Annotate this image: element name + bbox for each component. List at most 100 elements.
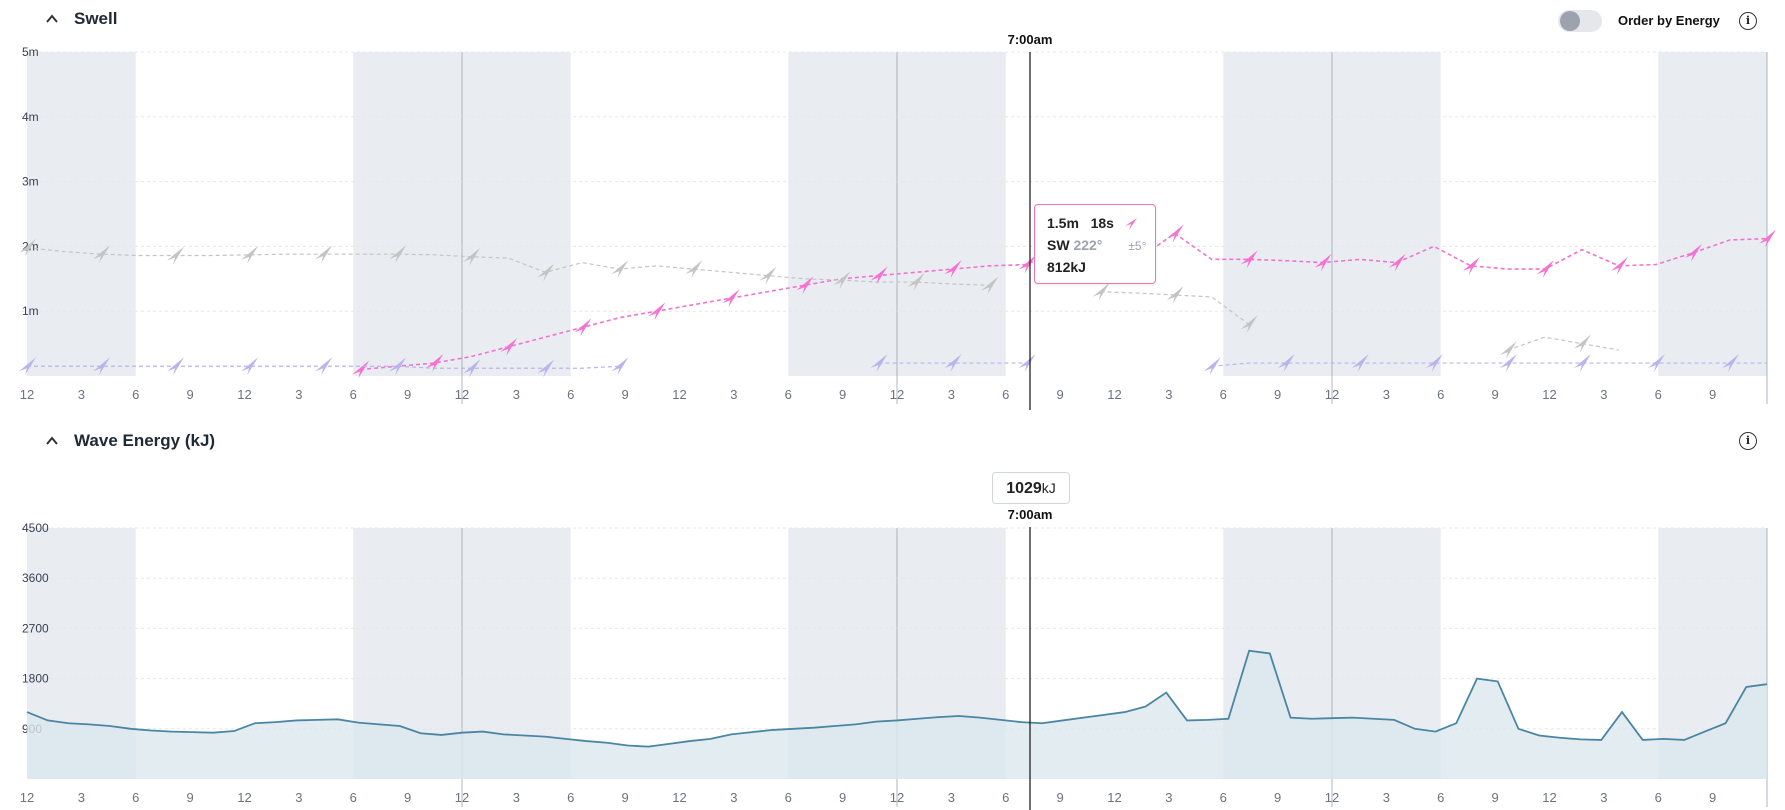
x-tick-label: 6	[785, 790, 792, 805]
swell-header: Swell	[0, 2, 1785, 36]
swell-direction-arrow	[1536, 260, 1554, 279]
x-tick-label: 12	[1107, 387, 1121, 402]
swell-direction-arrow	[426, 354, 444, 373]
x-tick-label: 9	[622, 790, 629, 805]
swell-direction-arrow	[1573, 354, 1591, 373]
x-tick-label: 9	[1274, 790, 1281, 805]
swell-direction-arrow	[167, 357, 185, 376]
chevron-up-icon[interactable]	[45, 12, 59, 26]
swell-direction-arrow	[463, 359, 481, 378]
swell-info-icon[interactable]: i	[1739, 12, 1757, 30]
swell-direction-arrow	[981, 276, 999, 295]
y-tick-label: 4m	[22, 110, 39, 124]
x-tick-label: 9	[622, 387, 629, 402]
x-tick-label: 6	[785, 387, 792, 402]
x-tick-label: 6	[1002, 387, 1009, 402]
current-energy-value: 1029	[1006, 480, 1042, 497]
x-tick-label: 12	[455, 790, 469, 805]
swell-series-line	[1507, 336, 1620, 351]
x-tick-label: 3	[1600, 387, 1607, 402]
x-tick-label: 3	[730, 387, 737, 402]
x-tick-label: 9	[839, 790, 846, 805]
swell-direction-arrow	[352, 360, 370, 379]
swell-direction-arrow	[19, 238, 36, 257]
tooltip-direction: SW	[1047, 237, 1070, 253]
x-tick-label: 6	[1220, 387, 1227, 402]
swell-direction-arrow	[870, 354, 888, 373]
x-tick-label: 6	[567, 387, 574, 402]
x-tick-label: 12	[1325, 790, 1339, 805]
swell-direction-arrow	[389, 245, 407, 264]
swell-series-line	[26, 247, 990, 286]
swell-direction-arrow	[870, 266, 888, 285]
swell-chart: 1m2m3m4m5m 12369123691236912369123691236…	[19, 32, 1776, 410]
swell-direction-arrow	[611, 357, 629, 376]
swell-direction-arrow	[500, 337, 518, 356]
chevron-up-icon[interactable]	[45, 434, 59, 448]
y-tick-label: 1800	[22, 672, 49, 686]
toggle-knob	[1560, 11, 1580, 31]
x-tick-label: 3	[295, 387, 302, 402]
y-tick-label: 2700	[22, 621, 49, 635]
x-tick-label: 12	[890, 387, 904, 402]
night-band	[1658, 52, 1767, 376]
energy-area	[27, 650, 1767, 779]
swell-direction-arrow	[1166, 224, 1184, 243]
swell-tooltip: 1.5m 18s SW 222° ±5° 812kJ	[1034, 204, 1156, 284]
x-tick-label: 3	[1383, 387, 1390, 402]
order-by-energy-toggle[interactable]	[1558, 10, 1602, 32]
swell-direction-arrow	[1203, 357, 1221, 376]
x-tick-label: 9	[187, 790, 194, 805]
tooltip-period: 18s	[1090, 215, 1114, 231]
swell-direction-arrow	[241, 357, 259, 376]
swell-time-label: 7:00am	[1008, 32, 1053, 47]
x-tick-label: 6	[1220, 790, 1227, 805]
swell-direction-arrow	[167, 246, 185, 265]
swell-direction-arrow	[574, 318, 592, 337]
swell-series-line	[1211, 362, 1767, 367]
x-tick-label: 9	[187, 387, 194, 402]
tooltip-degrees: 222°	[1073, 237, 1103, 253]
x-tick-label: 6	[1437, 387, 1444, 402]
swell-direction-arrow	[1277, 354, 1295, 373]
x-tick-label: 9	[404, 790, 411, 805]
swell-direction-arrow	[1462, 256, 1480, 275]
tooltip-height: 1.5m	[1047, 215, 1079, 231]
x-tick-label: 3	[730, 790, 737, 805]
swell-direction-arrow	[1092, 282, 1110, 301]
swell-direction-arrow	[93, 245, 111, 264]
energy-time-label: 7:00am	[1008, 507, 1053, 522]
swell-direction-arrow	[389, 357, 407, 376]
x-tick-label: 3	[513, 387, 520, 402]
energy-chart: 9001800270036004500 12369123691236912369…	[20, 507, 1768, 810]
swell-direction-arrow	[1018, 354, 1036, 373]
y-tick-label: 3600	[22, 571, 49, 585]
swell-direction-arrow	[944, 260, 962, 279]
swell-direction-arrow	[1240, 315, 1258, 334]
x-tick-label: 12	[20, 790, 34, 805]
swell-direction-arrow	[1166, 286, 1184, 304]
swell-direction-arrow	[722, 289, 740, 308]
x-tick-label: 6	[1655, 790, 1662, 805]
x-tick-label: 12	[672, 387, 686, 402]
current-energy-badge: 1029kJ	[992, 472, 1070, 504]
y-tick-label: 4500	[22, 521, 49, 535]
x-tick-label: 12	[237, 790, 251, 805]
swell-direction-arrow	[1425, 354, 1443, 373]
energy-header: Wave Energy (kJ)	[0, 424, 1785, 458]
swell-direction-arrow	[537, 263, 555, 282]
x-tick-label: 12	[455, 387, 469, 402]
x-tick-label: 12	[1107, 790, 1121, 805]
swell-direction-arrow	[463, 247, 481, 266]
night-band	[27, 52, 136, 376]
swell-direction-arrow	[648, 302, 666, 321]
x-tick-label: 3	[78, 790, 85, 805]
swell-direction-arrow	[1573, 334, 1591, 353]
swell-direction-arrow	[759, 266, 777, 285]
swell-direction-arrow	[1499, 354, 1517, 373]
x-tick-label: 12	[672, 790, 686, 805]
x-tick-label: 3	[513, 790, 520, 805]
x-tick-label: 12	[237, 387, 251, 402]
swell-direction-arrow	[315, 357, 333, 376]
energy-info-icon[interactable]: i	[1739, 432, 1757, 450]
